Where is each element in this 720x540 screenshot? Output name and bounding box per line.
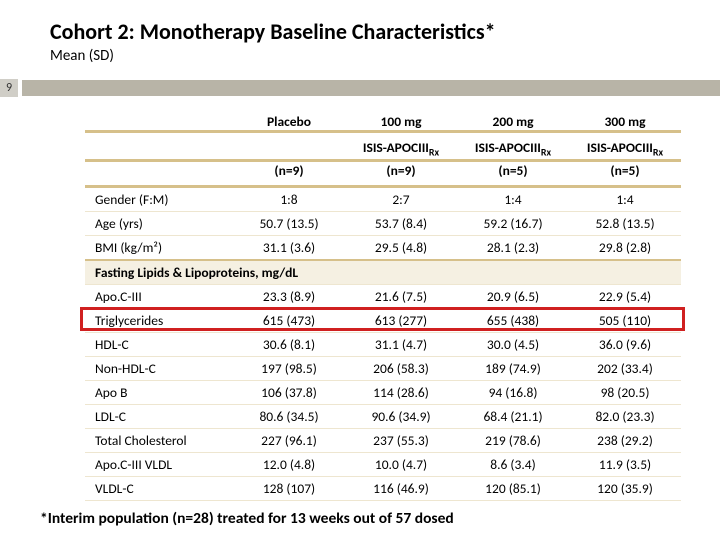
cell: 227 (96.1) <box>233 428 345 452</box>
cell: 237 (55.3) <box>345 428 457 452</box>
footnote: *Interim population (n=28) treated for 1… <box>40 509 680 528</box>
cell: 206 (58.3) <box>345 356 457 380</box>
col-header-0-n: (n=9) <box>233 160 345 186</box>
table-row: Triglycerides615 (473)613 (277)655 (438)… <box>85 308 681 332</box>
cell: 10.0 (4.7) <box>345 452 457 476</box>
cell: 238 (29.2) <box>569 428 681 452</box>
cell: 30.6 (8.1) <box>233 332 345 356</box>
cell: 1:8 <box>233 186 345 211</box>
col-header-1-n: (n=9) <box>345 160 457 186</box>
cell: 197 (98.5) <box>233 356 345 380</box>
table-row: BMI (kg/m²)31.1 (3.6)29.5 (4.8)28.1 (2.3… <box>85 235 681 260</box>
table-row: Non-HDL-C197 (98.5)206 (58.3)189 (74.9)2… <box>85 356 681 380</box>
table-row: VLDL-C128 (107)116 (46.9)120 (85.1)120 (… <box>85 476 681 500</box>
col-header-3-l2: ISIS-APOCIIIRx <box>569 132 681 161</box>
table-row: Apo.C-III VLDL12.0 (4.8)10.0 (4.7)8.6 (3… <box>85 452 681 476</box>
cell: 22.9 (5.4) <box>569 284 681 308</box>
col-header-2-n: (n=5) <box>457 160 569 186</box>
cell: 655 (438) <box>457 308 569 332</box>
page-number-badge: 9 <box>0 79 18 97</box>
cell: 90.6 (34.9) <box>345 404 457 428</box>
cell: 1:4 <box>569 186 681 211</box>
divider-bar: 9 <box>0 79 720 97</box>
cell: 23.3 (8.9) <box>233 284 345 308</box>
cell: 114 (28.6) <box>345 380 457 404</box>
col-header-1-l1: 100 mg <box>345 107 457 132</box>
row-label: HDL-C <box>85 332 233 356</box>
row-label: Apo B <box>85 380 233 404</box>
grey-bar <box>22 80 720 96</box>
section-header-row: Fasting Lipids & Lipoproteins, mg/dL <box>85 260 681 285</box>
cell: 116 (46.9) <box>345 476 457 500</box>
cell: 29.8 (2.8) <box>569 235 681 260</box>
cell: 1:4 <box>457 186 569 211</box>
table-row: HDL-C30.6 (8.1)31.1 (4.7)30.0 (4.5)36.0 … <box>85 332 681 356</box>
cell: 29.5 (4.8) <box>345 235 457 260</box>
table-row: Apo B106 (37.8)114 (28.6)94 (16.8)98 (20… <box>85 380 681 404</box>
row-label: Age (yrs) <box>85 211 233 235</box>
cell: 59.2 (16.7) <box>457 211 569 235</box>
page-subtitle: Mean (SD) <box>50 47 670 65</box>
table-row: Total Cholesterol227 (96.1)237 (55.3)219… <box>85 428 681 452</box>
cell: 120 (35.9) <box>569 476 681 500</box>
cell: 68.4 (21.1) <box>457 404 569 428</box>
col-header-0-l2 <box>233 132 345 161</box>
row-label: Apo.C-III VLDL <box>85 452 233 476</box>
cell: 50.7 (13.5) <box>233 211 345 235</box>
cell: 53.7 (8.4) <box>345 211 457 235</box>
col-header-empty <box>85 107 233 132</box>
row-label: Apo.C-III <box>85 284 233 308</box>
baseline-characteristics-table: Placebo 100 mg 200 mg 300 mg ISIS-APOCII… <box>85 107 681 501</box>
row-label: Triglycerides <box>85 308 233 332</box>
page-title: Cohort 2: Monotherapy Baseline Character… <box>50 18 670 45</box>
cell: 613 (277) <box>345 308 457 332</box>
cell: 505 (110) <box>569 308 681 332</box>
col-header-2-l1: 200 mg <box>457 107 569 132</box>
cell: 36.0 (9.6) <box>569 332 681 356</box>
table-row: Apo.C-III23.3 (8.9)21.6 (7.5)20.9 (6.5)2… <box>85 284 681 308</box>
cell: 20.9 (6.5) <box>457 284 569 308</box>
cell: 21.6 (7.5) <box>345 284 457 308</box>
cell: 94 (16.8) <box>457 380 569 404</box>
row-label: Non-HDL-C <box>85 356 233 380</box>
row-label: Gender (F:M) <box>85 186 233 211</box>
section-header-label: Fasting Lipids & Lipoproteins, mg/dL <box>85 260 681 285</box>
table-row: LDL-C80.6 (34.5)90.6 (34.9)68.4 (21.1)82… <box>85 404 681 428</box>
cell: 615 (473) <box>233 308 345 332</box>
row-label: Total Cholesterol <box>85 428 233 452</box>
cell: 98 (20.5) <box>569 380 681 404</box>
cell: 8.6 (3.4) <box>457 452 569 476</box>
cell: 52.8 (13.5) <box>569 211 681 235</box>
cell: 30.0 (4.5) <box>457 332 569 356</box>
cell: 219 (78.6) <box>457 428 569 452</box>
col-header-1-l2: ISIS-APOCIIIRx <box>345 132 457 161</box>
cell: 120 (85.1) <box>457 476 569 500</box>
cell: 28.1 (2.3) <box>457 235 569 260</box>
cell: 31.1 (4.7) <box>345 332 457 356</box>
cell: 189 (74.9) <box>457 356 569 380</box>
row-label: LDL-C <box>85 404 233 428</box>
cell: 106 (37.8) <box>233 380 345 404</box>
col-header-2-l2: ISIS-APOCIIIRx <box>457 132 569 161</box>
row-label: VLDL-C <box>85 476 233 500</box>
table-row: Gender (F:M)1:82:71:41:4 <box>85 186 681 211</box>
row-label: BMI (kg/m²) <box>85 235 233 260</box>
col-header-0-l1: Placebo <box>233 107 345 132</box>
table-row: Age (yrs)50.7 (13.5)53.7 (8.4)59.2 (16.7… <box>85 211 681 235</box>
cell: 31.1 (3.6) <box>233 235 345 260</box>
cell: 82.0 (23.3) <box>569 404 681 428</box>
col-header-3-l1: 300 mg <box>569 107 681 132</box>
cell: 128 (107) <box>233 476 345 500</box>
cell: 12.0 (4.8) <box>233 452 345 476</box>
col-header-3-n: (n=5) <box>569 160 681 186</box>
cell: 2:7 <box>345 186 457 211</box>
cell: 11.9 (3.5) <box>569 452 681 476</box>
cell: 80.6 (34.5) <box>233 404 345 428</box>
cell: 202 (33.4) <box>569 356 681 380</box>
